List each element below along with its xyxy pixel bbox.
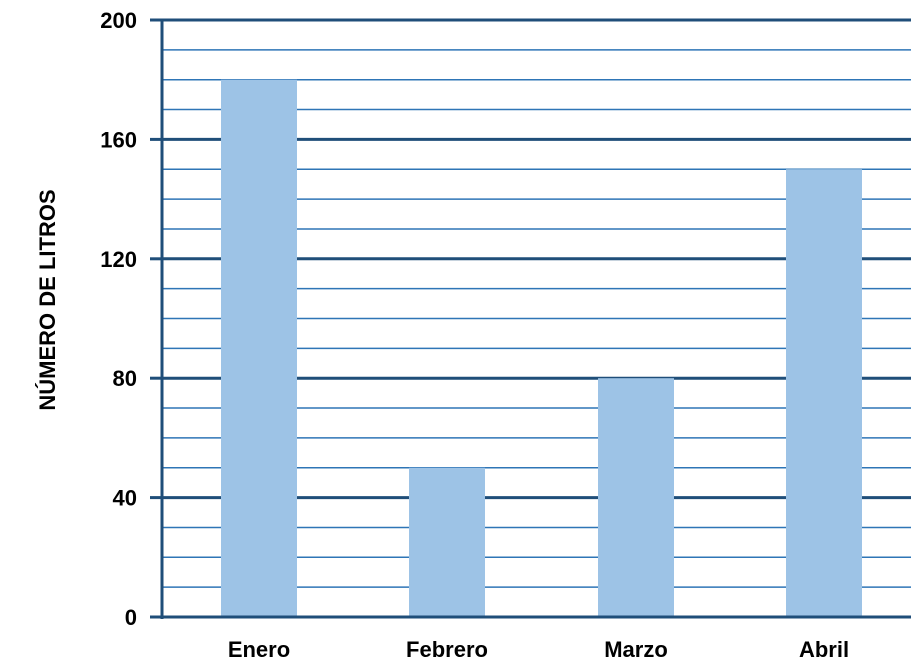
bar-marzo — [598, 378, 674, 617]
x-category-labels: Enero Febrero Marzo Abril — [228, 637, 849, 662]
bar-enero — [221, 79, 297, 617]
y-tick-label: 0 — [125, 605, 137, 630]
bars — [221, 79, 862, 617]
y-tick-label: 160 — [100, 127, 137, 152]
y-axis-title: NÚMERO DE LITROS — [35, 189, 60, 410]
y-tick-labels: 0 40 80 120 160 200 — [100, 8, 162, 630]
y-tick-label: 80 — [113, 366, 137, 391]
x-category-label: Abril — [799, 637, 849, 662]
x-category-label: Enero — [228, 637, 290, 662]
y-tick-label: 200 — [100, 8, 137, 33]
bar-febrero — [409, 467, 485, 617]
y-tick-label: 40 — [113, 486, 137, 511]
axes — [150, 20, 911, 619]
x-category-label: Febrero — [406, 637, 488, 662]
bar-abril — [786, 169, 862, 617]
x-category-label: Marzo — [604, 637, 668, 662]
y-tick-label: 120 — [100, 247, 137, 272]
